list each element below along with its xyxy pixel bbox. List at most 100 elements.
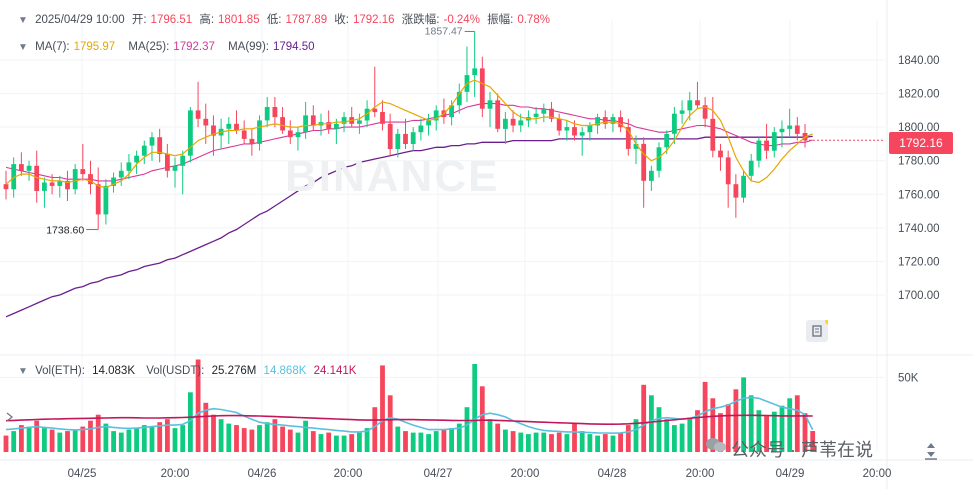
candle-body xyxy=(65,180,70,190)
candle-body xyxy=(410,132,416,144)
volume-bar xyxy=(380,365,385,452)
volume-bar xyxy=(126,429,132,452)
scroll-left-icon[interactable] xyxy=(4,410,16,424)
volume-bar xyxy=(211,414,216,452)
volume-bar xyxy=(664,419,670,452)
volume-bar xyxy=(172,428,178,452)
volume-bar xyxy=(141,425,147,452)
candle-body xyxy=(733,184,739,198)
candle-body xyxy=(418,125,424,133)
volume-bar xyxy=(633,419,639,452)
volume-bar xyxy=(656,407,662,452)
volume-bar xyxy=(372,407,378,452)
candle-body xyxy=(118,170,124,178)
volume-bar xyxy=(57,432,63,452)
x-tick-label: 04/25 xyxy=(68,468,97,480)
volume-bar xyxy=(387,395,393,452)
volume-bar xyxy=(403,431,408,452)
ma25-line xyxy=(5,103,813,182)
candle-body xyxy=(718,150,723,158)
candle-body xyxy=(310,115,316,126)
candle-body xyxy=(49,182,55,186)
x-tick-label: 20:00 xyxy=(511,468,540,480)
collapse-caret-icon[interactable]: ▼ xyxy=(18,15,28,26)
candle-body xyxy=(241,130,247,139)
volume-bar xyxy=(65,431,70,452)
candle-body xyxy=(257,120,262,144)
candle-body xyxy=(57,180,63,186)
y-tick-label: 1840.00 xyxy=(898,55,940,67)
volume-bar xyxy=(672,425,677,452)
x-tick-label: 20:00 xyxy=(863,468,892,480)
candle-body xyxy=(387,123,393,149)
volume-bar xyxy=(464,407,470,452)
ma99-line xyxy=(5,135,813,318)
ma99-label: MA(99): xyxy=(228,41,269,53)
volume-bar xyxy=(771,411,777,452)
volume-bar xyxy=(72,429,78,452)
volume-bar xyxy=(19,425,24,452)
volume-bar xyxy=(157,422,163,452)
ma-collapse-caret-icon[interactable]: ▼ xyxy=(18,42,28,53)
vol-collapse-caret-icon[interactable]: ▼ xyxy=(18,366,28,377)
x-tick-label: 04/28 xyxy=(598,468,627,480)
volume-bar xyxy=(341,435,347,452)
volume-bar xyxy=(80,426,86,452)
volume-bar xyxy=(303,420,308,452)
volume-bar xyxy=(710,398,716,452)
amplitude-value: 0.78% xyxy=(517,14,550,26)
axis-scale-icon[interactable] xyxy=(921,440,941,460)
volume-bar xyxy=(649,395,654,452)
candle-body xyxy=(364,108,370,121)
y-tick-label: 1740.00 xyxy=(898,223,940,235)
candle-body xyxy=(702,105,708,119)
volume-bar xyxy=(180,425,186,452)
candle-body xyxy=(372,108,378,113)
volume-bar xyxy=(764,416,769,452)
change-label: 涨跌幅: xyxy=(401,14,440,26)
candle-body xyxy=(26,165,32,171)
candle-body xyxy=(19,164,24,171)
candle-body xyxy=(564,127,570,131)
volume-bar xyxy=(510,431,516,452)
candle-body xyxy=(479,68,485,109)
volume-bar xyxy=(357,432,362,452)
candle-body xyxy=(587,125,593,133)
candle-body xyxy=(264,107,270,121)
candle-body xyxy=(472,68,478,76)
order-book-toggle-icon[interactable] xyxy=(806,320,828,342)
candle-body xyxy=(748,160,754,176)
volume-bar xyxy=(280,426,285,452)
candle-body xyxy=(149,137,155,146)
candle-body xyxy=(695,100,700,106)
vol-usdt-label: Vol(USDT): xyxy=(146,365,205,377)
ma99-value: 1794.50 xyxy=(272,41,315,53)
candle-body xyxy=(595,117,600,126)
candle-body xyxy=(541,108,547,114)
volume-bar xyxy=(95,414,101,452)
candle-body xyxy=(357,120,362,124)
ma7-line xyxy=(5,79,813,189)
ma7-label: MA(7): xyxy=(35,41,70,53)
volume-bar xyxy=(779,405,785,452)
change-value: -0.24% xyxy=(443,14,480,26)
wechat-brand-watermark: 公众号 · 芦苇在说 xyxy=(705,436,873,462)
candle-body xyxy=(103,185,109,215)
candle-body xyxy=(234,123,239,131)
amplitude-label: 振幅: xyxy=(487,14,514,26)
volume-bar xyxy=(687,417,693,452)
y-tick-label: 1760.00 xyxy=(898,189,940,201)
candle-body xyxy=(794,125,800,134)
volume-bar xyxy=(257,425,262,452)
candle-body xyxy=(656,147,662,171)
volume-bar xyxy=(195,359,201,452)
volume-bar xyxy=(310,431,316,452)
x-tick-label: 20:00 xyxy=(334,468,363,480)
candle-body xyxy=(456,91,462,106)
volume-bar xyxy=(787,398,793,452)
candle-body xyxy=(433,110,439,121)
candle-body xyxy=(503,118,508,129)
vol-y-tick-label: 50K xyxy=(898,372,919,384)
candle-body xyxy=(280,117,285,131)
